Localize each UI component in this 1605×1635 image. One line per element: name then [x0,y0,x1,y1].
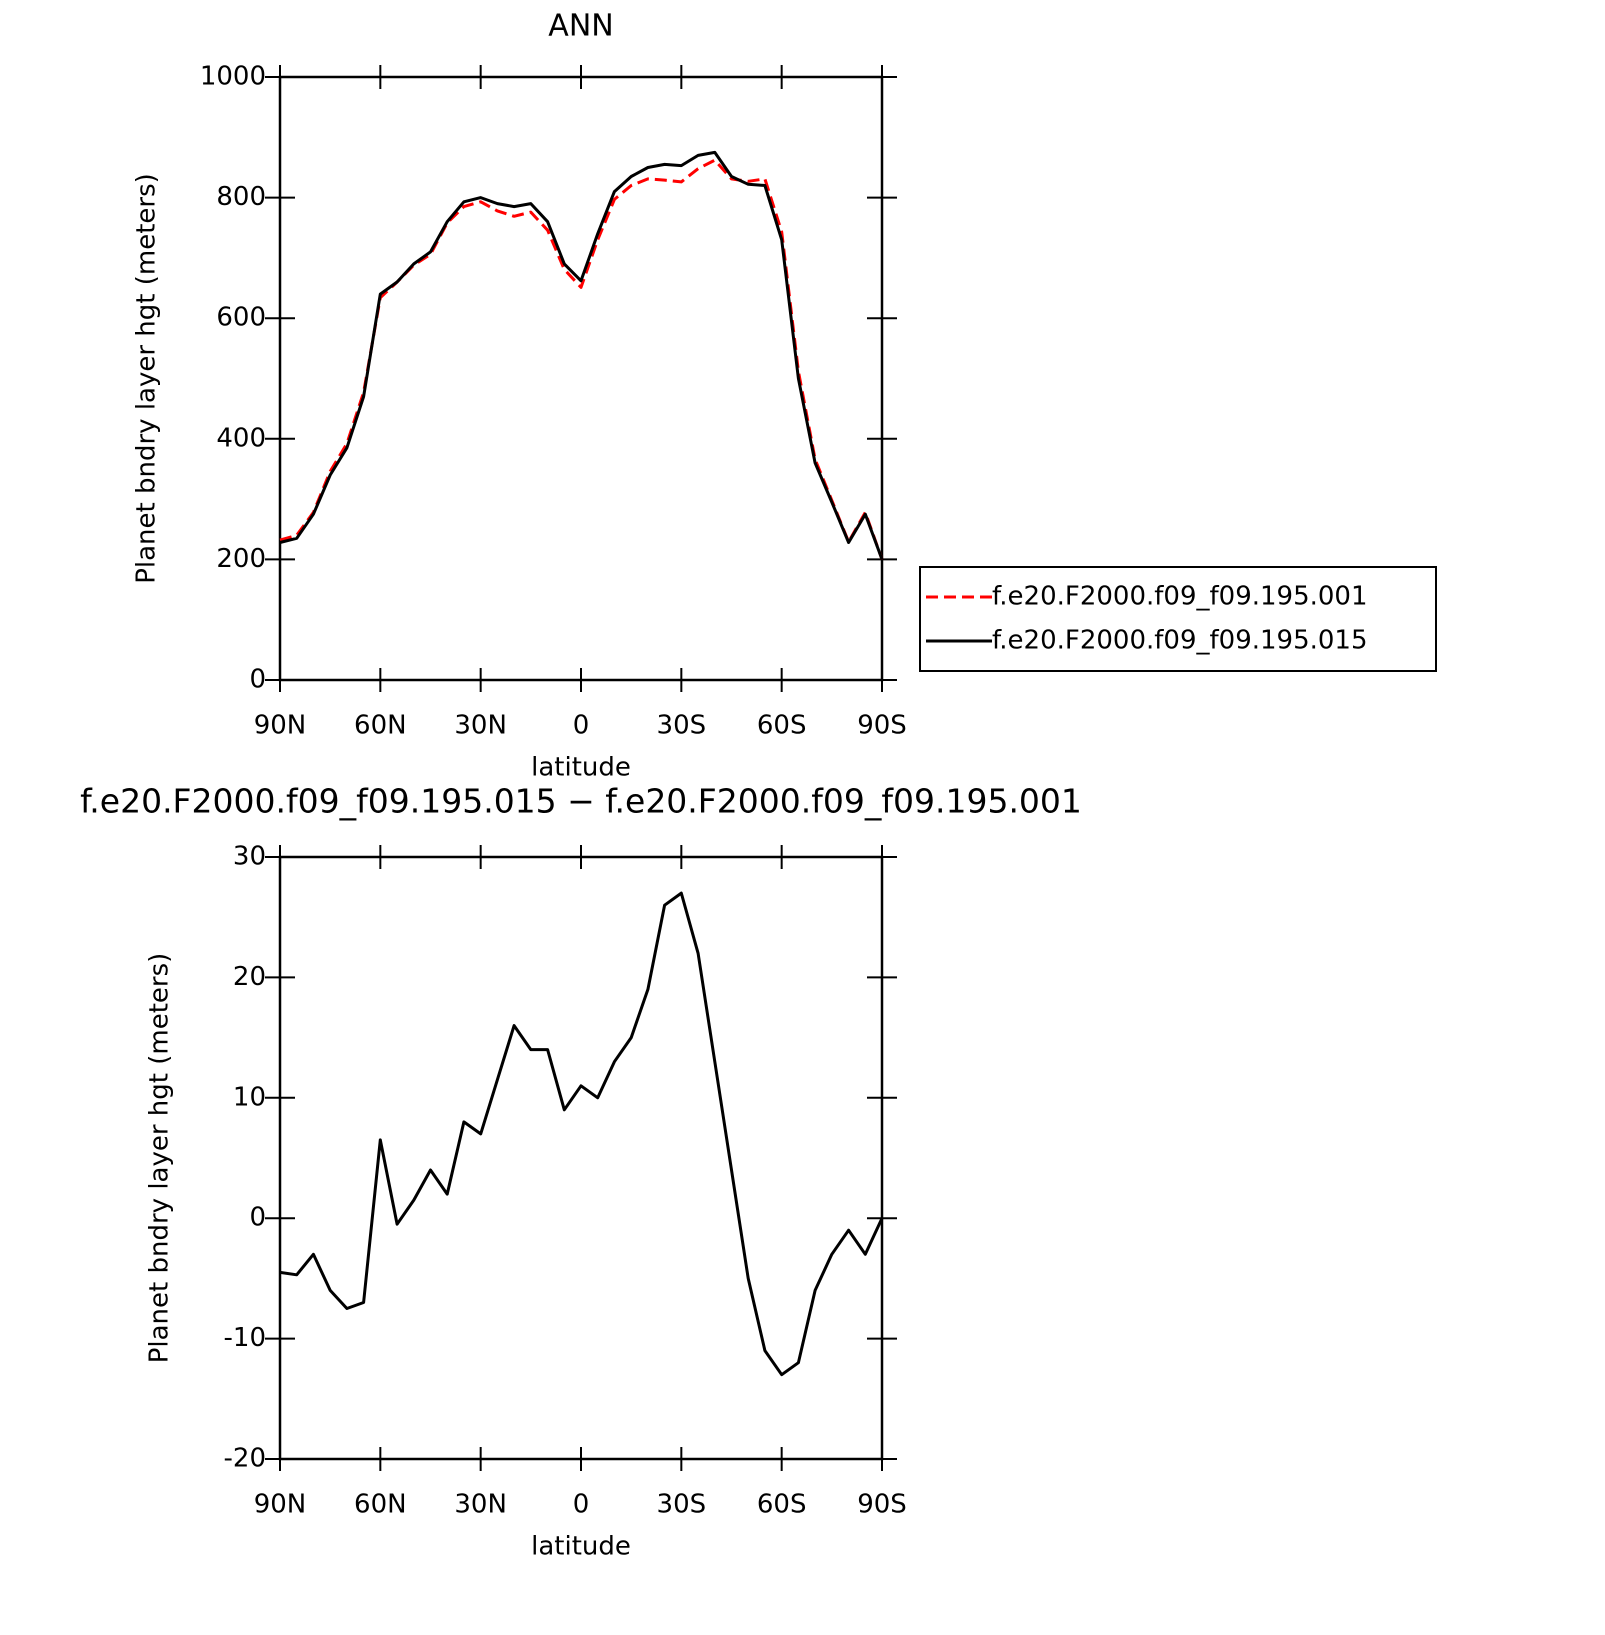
x-tick-label: 30S [657,1490,707,1520]
y-tick-label: 0 [249,1203,266,1233]
x-tick-label: 60S [757,1490,807,1520]
x-tick-label: 90N [254,711,307,741]
legend-label: f.e20.F2000.f09_f09.195.001 [992,582,1368,612]
legend-label: f.e20.F2000.f09_f09.195.015 [992,626,1368,656]
y-tick-label: 200 [216,544,266,574]
x-tick-label: 90N [254,1490,307,1520]
plot-frame [278,75,884,682]
y-axis-label: Planet bndry layer hgt (meters) [132,173,162,584]
x-tick-label: 60S [757,711,807,741]
data-line [279,891,884,1377]
y-tick-label: 10 [233,1082,266,1112]
y-tick-label: -20 [224,1444,266,1474]
x-tick-label: 90S [857,711,907,741]
x-tick-label: 90S [857,1490,907,1520]
x-tick-label: 30N [454,1490,507,1520]
y-tick-label: 600 [216,303,266,333]
x-axis-label: latitude [531,753,631,783]
y-tick-label: 20 [233,962,266,992]
chart-title: ANN [548,9,613,44]
y-tick-label: -10 [224,1323,266,1353]
y-tick-label: 1000 [200,62,266,92]
x-tick-label: 30N [454,711,507,741]
y-tick-label: 800 [216,182,266,212]
y-tick-label: 0 [249,665,266,695]
x-tick-label: 0 [573,711,590,741]
y-tick-label: 400 [216,423,266,453]
data-line [279,150,884,560]
legend-box [919,566,1437,672]
x-axis-label: latitude [531,1532,631,1562]
chart-title: f.e20.F2000.f09_f09.195.015 − f.e20.F200… [80,782,1082,821]
x-tick-label: 60N [354,1490,407,1520]
x-tick-label: 60N [354,711,407,741]
y-tick-label: 30 [233,842,266,872]
x-tick-label: 0 [573,1490,590,1520]
y-axis-label: Planet bndry layer hgt (meters) [145,953,175,1364]
x-tick-label: 30S [657,711,707,741]
